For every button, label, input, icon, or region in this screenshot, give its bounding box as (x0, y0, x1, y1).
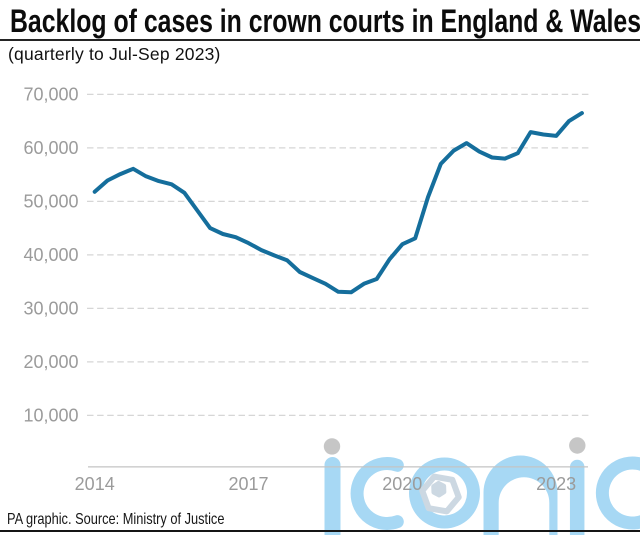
svg-text:20,000: 20,000 (23, 352, 78, 372)
svg-text:2020: 2020 (382, 474, 422, 494)
svg-text:40,000: 40,000 (23, 245, 78, 265)
svg-text:30,000: 30,000 (23, 299, 78, 319)
svg-text:2014: 2014 (75, 474, 115, 494)
svg-text:50,000: 50,000 (23, 192, 78, 212)
svg-text:60,000: 60,000 (23, 138, 78, 158)
svg-text:2017: 2017 (228, 474, 268, 494)
svg-text:70,000: 70,000 (23, 85, 78, 105)
svg-text:10,000: 10,000 (23, 406, 78, 426)
svg-text:2023: 2023 (536, 474, 576, 494)
